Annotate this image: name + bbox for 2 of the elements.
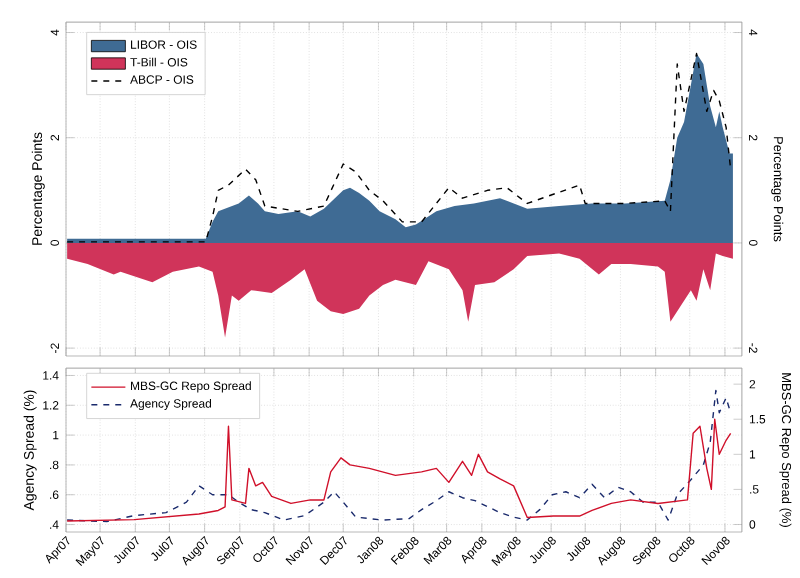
line-series xyxy=(66,418,732,522)
line-series xyxy=(66,389,732,523)
